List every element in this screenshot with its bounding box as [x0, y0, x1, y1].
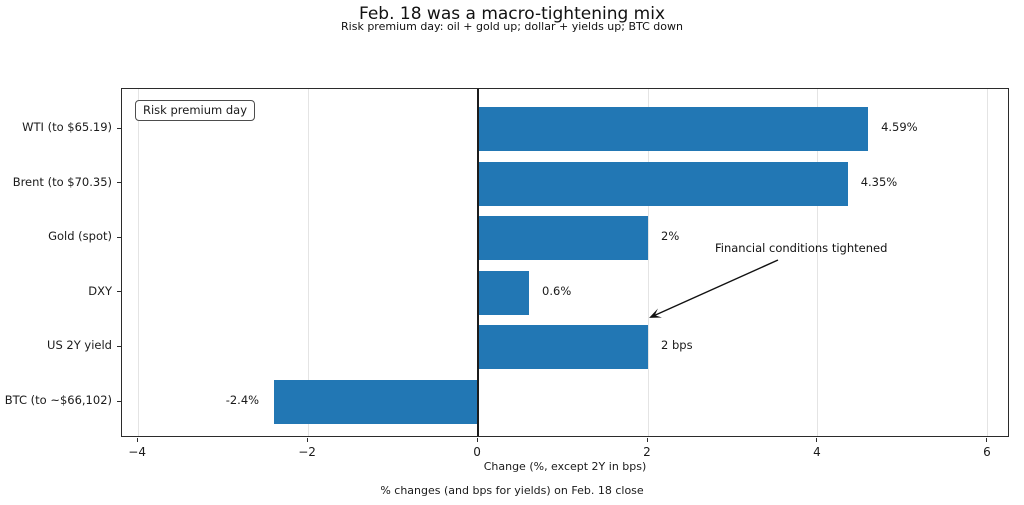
bar-value-label: 2%	[661, 229, 680, 244]
bar	[478, 161, 848, 206]
legend-label: Risk premium day	[143, 103, 248, 117]
x-tick-label: 4	[813, 445, 821, 459]
bar	[274, 380, 479, 424]
y-tick-mark	[117, 291, 121, 293]
y-tick-mark	[117, 236, 121, 238]
x-tick-label: −4	[128, 445, 146, 459]
y-tick-label: Brent (to $70.35)	[12, 174, 112, 189]
x-tick-mark	[646, 438, 648, 442]
bar-value-label: 4.35%	[860, 174, 898, 189]
bar-value-label: 0.6%	[542, 283, 572, 298]
x-tick-label: −2	[298, 445, 316, 459]
bar-value-label: 4.59%	[881, 120, 918, 134]
y-tick-label: WTI (to $65.19)	[22, 120, 112, 134]
x-gridline	[987, 89, 989, 436]
x-gridline	[137, 89, 139, 436]
y-tick-mark	[117, 182, 121, 184]
y-tick-mark	[117, 400, 121, 402]
y-tick-label: DXY	[88, 283, 112, 298]
bar	[478, 270, 530, 315]
x-gridline	[647, 89, 649, 436]
x-gridline	[817, 89, 819, 436]
footnote: % changes (and bps for yields) on Feb. 1…	[380, 484, 644, 497]
x-axis-title: Change (%, except 2Y in bps)	[483, 460, 647, 473]
x-tick-label: 0	[473, 445, 481, 459]
y-tick-label: Gold (spot)	[48, 229, 112, 244]
bar	[478, 325, 648, 370]
y-tick-mark	[117, 127, 121, 129]
x-tick-mark	[476, 438, 478, 442]
legend-box: Risk premium day	[135, 100, 256, 121]
y-tick-mark	[117, 345, 121, 347]
x-tick-mark	[306, 438, 308, 442]
plot-area: Risk premium day	[121, 88, 1009, 437]
bar	[478, 216, 648, 261]
x-tick-label: 6	[983, 445, 991, 459]
zero-line	[477, 89, 480, 436]
y-tick-label: BTC (to ~$66,102)	[4, 393, 112, 407]
x-tick-label: 2	[643, 445, 651, 459]
annotation-text: Financial conditions tightened	[715, 241, 888, 255]
bar-value-label: -2.4%	[225, 393, 260, 407]
y-tick-label: US 2Y yield	[47, 338, 112, 353]
chart-subtitle: Risk premium day: oil + gold up; dollar …	[341, 20, 683, 33]
bar-value-label: 2 bps	[661, 338, 693, 353]
bar	[478, 107, 869, 151]
x-tick-mark	[986, 438, 988, 442]
x-gridline	[307, 89, 309, 436]
x-tick-mark	[136, 438, 138, 442]
chart-title: Feb. 18 was a macro-tightening mix	[358, 4, 666, 24]
x-tick-mark	[816, 438, 818, 442]
